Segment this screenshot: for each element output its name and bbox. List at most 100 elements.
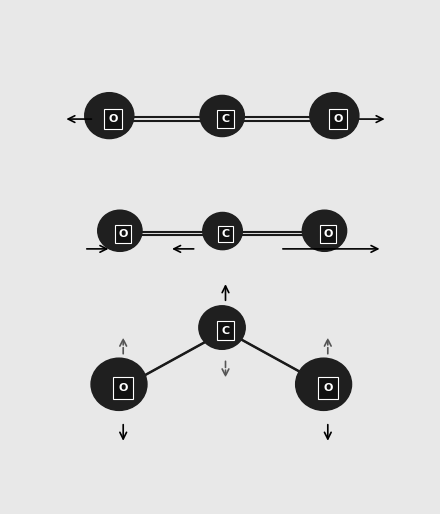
Ellipse shape [98,210,142,251]
Ellipse shape [306,368,345,404]
Ellipse shape [302,210,347,251]
Ellipse shape [301,364,348,407]
Ellipse shape [207,216,240,247]
Ellipse shape [211,221,237,245]
Ellipse shape [324,106,349,130]
Ellipse shape [220,228,231,240]
Ellipse shape [107,219,136,246]
Text: O: O [118,229,128,239]
Ellipse shape [311,373,341,401]
Ellipse shape [105,111,121,126]
Ellipse shape [103,215,139,248]
Ellipse shape [105,372,138,402]
Ellipse shape [92,359,146,410]
Text: O: O [334,114,343,124]
Ellipse shape [203,98,242,135]
Ellipse shape [310,372,342,402]
Ellipse shape [206,312,241,345]
Ellipse shape [316,377,338,398]
Ellipse shape [317,378,338,397]
Ellipse shape [99,366,142,406]
Ellipse shape [314,97,356,136]
FancyBboxPatch shape [115,225,132,243]
Ellipse shape [213,320,236,340]
Ellipse shape [304,212,345,250]
Ellipse shape [307,214,344,248]
Ellipse shape [218,227,232,241]
Ellipse shape [204,99,242,134]
Ellipse shape [315,223,338,244]
Ellipse shape [202,97,243,135]
Ellipse shape [98,105,125,131]
Ellipse shape [215,321,235,340]
Ellipse shape [115,380,132,396]
Ellipse shape [315,222,339,244]
Ellipse shape [311,94,358,138]
Ellipse shape [219,113,232,125]
Ellipse shape [207,313,240,344]
Ellipse shape [112,223,133,243]
Ellipse shape [208,217,239,247]
Ellipse shape [317,224,337,242]
Ellipse shape [109,375,136,399]
Ellipse shape [208,314,239,344]
FancyBboxPatch shape [329,109,347,129]
Ellipse shape [329,110,347,127]
Ellipse shape [210,105,238,131]
Ellipse shape [306,214,344,249]
Ellipse shape [331,112,345,126]
Ellipse shape [313,375,340,399]
Ellipse shape [209,315,239,343]
Ellipse shape [99,106,125,130]
Ellipse shape [114,379,132,397]
Ellipse shape [217,226,233,241]
Ellipse shape [215,224,234,242]
Ellipse shape [111,223,133,244]
Ellipse shape [104,371,139,402]
Text: O: O [108,114,117,124]
Ellipse shape [219,324,232,337]
Ellipse shape [102,368,140,404]
Ellipse shape [316,223,337,243]
Ellipse shape [312,219,341,246]
Ellipse shape [217,323,233,338]
Ellipse shape [205,215,241,248]
Ellipse shape [212,107,236,129]
Ellipse shape [297,359,351,410]
Ellipse shape [103,110,122,127]
Ellipse shape [318,100,353,134]
Ellipse shape [96,103,126,132]
Ellipse shape [204,213,242,249]
Ellipse shape [95,361,145,408]
Ellipse shape [92,100,129,134]
Ellipse shape [205,100,241,134]
Ellipse shape [207,102,240,133]
Ellipse shape [319,101,353,133]
Ellipse shape [97,104,126,131]
Ellipse shape [103,369,139,403]
Ellipse shape [316,99,355,135]
Ellipse shape [296,358,352,410]
FancyBboxPatch shape [218,226,233,242]
Ellipse shape [91,99,130,135]
Ellipse shape [209,104,238,131]
Ellipse shape [205,101,241,133]
Text: C: C [221,114,230,124]
Ellipse shape [109,221,135,245]
Ellipse shape [314,221,339,245]
Ellipse shape [319,380,336,396]
Ellipse shape [212,221,236,244]
Ellipse shape [214,223,235,243]
Ellipse shape [304,366,346,406]
Ellipse shape [110,222,134,244]
Ellipse shape [213,222,236,244]
Ellipse shape [311,218,341,246]
Ellipse shape [210,219,238,245]
Ellipse shape [104,216,138,247]
Text: O: O [323,229,333,239]
Ellipse shape [93,360,146,409]
Ellipse shape [319,226,336,241]
Ellipse shape [93,100,128,134]
Ellipse shape [210,316,238,343]
Ellipse shape [317,100,354,134]
